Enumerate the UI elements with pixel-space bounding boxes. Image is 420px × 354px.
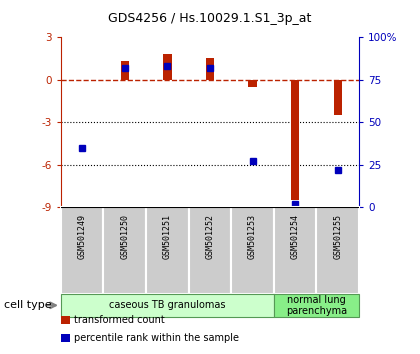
Bar bbox=[189, 207, 231, 294]
Text: GSM501250: GSM501250 bbox=[120, 214, 129, 259]
Text: GDS4256 / Hs.10029.1.S1_3p_at: GDS4256 / Hs.10029.1.S1_3p_at bbox=[108, 12, 312, 25]
Bar bbox=[291, 80, 299, 200]
Bar bbox=[121, 61, 129, 80]
Text: GSM501254: GSM501254 bbox=[291, 214, 300, 259]
Bar bbox=[274, 294, 359, 317]
Text: percentile rank within the sample: percentile rank within the sample bbox=[74, 333, 239, 343]
Bar bbox=[206, 58, 214, 80]
Text: GSM501253: GSM501253 bbox=[248, 214, 257, 259]
Bar bbox=[163, 54, 172, 80]
Bar bbox=[274, 207, 317, 294]
Bar bbox=[61, 294, 274, 317]
Text: GSM501249: GSM501249 bbox=[78, 214, 87, 259]
Text: caseous TB granulomas: caseous TB granulomas bbox=[109, 300, 226, 310]
Text: GSM501251: GSM501251 bbox=[163, 214, 172, 259]
Bar bbox=[248, 80, 257, 87]
Text: transformed count: transformed count bbox=[74, 315, 165, 325]
Text: GSM501255: GSM501255 bbox=[333, 214, 342, 259]
Text: cell type: cell type bbox=[4, 300, 52, 310]
Bar bbox=[103, 207, 146, 294]
Bar bbox=[317, 207, 359, 294]
Bar bbox=[333, 80, 342, 115]
Bar bbox=[146, 207, 189, 294]
Bar bbox=[231, 207, 274, 294]
Text: normal lung
parenchyma: normal lung parenchyma bbox=[286, 295, 347, 316]
Text: GSM501252: GSM501252 bbox=[205, 214, 215, 259]
Bar bbox=[61, 207, 103, 294]
